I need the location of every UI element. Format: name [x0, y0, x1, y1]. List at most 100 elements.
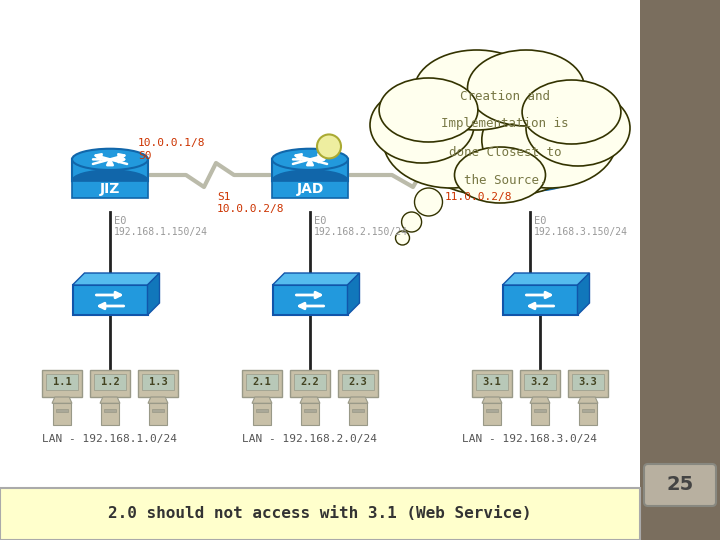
- FancyBboxPatch shape: [294, 374, 326, 390]
- Text: S1: S1: [217, 192, 230, 202]
- FancyBboxPatch shape: [246, 374, 278, 390]
- Text: 10.0.0.2/8: 10.0.0.2/8: [217, 204, 284, 214]
- FancyBboxPatch shape: [476, 374, 508, 390]
- Polygon shape: [148, 397, 168, 403]
- Polygon shape: [148, 273, 160, 315]
- Text: E0: E0: [314, 216, 326, 226]
- Text: E0: E0: [534, 216, 546, 226]
- FancyBboxPatch shape: [90, 370, 130, 397]
- FancyBboxPatch shape: [486, 409, 498, 412]
- Circle shape: [402, 212, 422, 232]
- Polygon shape: [530, 397, 550, 403]
- Text: 2.2: 2.2: [301, 377, 320, 387]
- FancyBboxPatch shape: [582, 409, 594, 412]
- Text: LAN - 192.168.3.0/24: LAN - 192.168.3.0/24: [462, 434, 598, 444]
- Text: JAD: JAD: [297, 182, 324, 196]
- FancyBboxPatch shape: [149, 403, 167, 425]
- FancyBboxPatch shape: [104, 409, 116, 412]
- Text: 1.3: 1.3: [148, 377, 167, 387]
- FancyBboxPatch shape: [640, 0, 720, 540]
- Text: 3.2: 3.2: [531, 377, 549, 387]
- Polygon shape: [578, 397, 598, 403]
- FancyBboxPatch shape: [301, 403, 319, 425]
- FancyBboxPatch shape: [242, 370, 282, 397]
- Text: 1.2: 1.2: [101, 377, 120, 387]
- Polygon shape: [73, 273, 160, 285]
- FancyBboxPatch shape: [644, 464, 716, 506]
- Text: 192.168.2.150/24: 192.168.2.150/24: [314, 227, 408, 237]
- Text: LAN - 192.168.1.0/24: LAN - 192.168.1.0/24: [42, 434, 178, 444]
- FancyBboxPatch shape: [0, 488, 640, 540]
- Ellipse shape: [72, 148, 148, 170]
- FancyBboxPatch shape: [272, 181, 348, 198]
- FancyBboxPatch shape: [46, 374, 78, 390]
- Ellipse shape: [526, 90, 630, 166]
- FancyBboxPatch shape: [568, 370, 608, 397]
- Text: JIZ: JIZ: [100, 182, 120, 196]
- FancyBboxPatch shape: [349, 403, 366, 425]
- FancyBboxPatch shape: [102, 403, 119, 425]
- FancyBboxPatch shape: [534, 409, 546, 412]
- Ellipse shape: [467, 50, 585, 126]
- Text: 192.168.3.150/24: 192.168.3.150/24: [534, 227, 628, 237]
- Polygon shape: [503, 273, 590, 285]
- Text: Creation and

Implementation is

done Closest to

the Source.: Creation and Implementation is done Clos…: [441, 90, 569, 186]
- Text: 2.0 should not access with 3.1 (Web Service): 2.0 should not access with 3.1 (Web Serv…: [108, 507, 532, 522]
- Text: 10.0.0.1/8: 10.0.0.1/8: [138, 138, 205, 148]
- Ellipse shape: [492, 170, 568, 191]
- FancyBboxPatch shape: [524, 374, 556, 390]
- Text: 192.168.1.150/24: 192.168.1.150/24: [114, 227, 208, 237]
- Ellipse shape: [272, 148, 348, 170]
- Ellipse shape: [383, 92, 518, 188]
- Polygon shape: [577, 273, 590, 315]
- Polygon shape: [272, 285, 348, 315]
- FancyBboxPatch shape: [531, 403, 549, 425]
- Polygon shape: [272, 273, 359, 285]
- Polygon shape: [300, 397, 320, 403]
- Ellipse shape: [454, 147, 546, 203]
- FancyBboxPatch shape: [42, 370, 82, 397]
- Text: 3.3: 3.3: [579, 377, 598, 387]
- Ellipse shape: [272, 170, 348, 191]
- Polygon shape: [252, 397, 272, 403]
- Ellipse shape: [379, 78, 478, 142]
- Polygon shape: [482, 397, 502, 403]
- FancyBboxPatch shape: [142, 374, 174, 390]
- Ellipse shape: [522, 80, 621, 144]
- Text: LAN - 192.168.2.0/24: LAN - 192.168.2.0/24: [243, 434, 377, 444]
- FancyBboxPatch shape: [290, 370, 330, 397]
- FancyBboxPatch shape: [472, 370, 512, 397]
- Text: S0: S0: [138, 151, 151, 161]
- Circle shape: [317, 134, 341, 158]
- Text: 1.1: 1.1: [53, 377, 71, 387]
- FancyBboxPatch shape: [352, 409, 364, 412]
- FancyBboxPatch shape: [579, 403, 597, 425]
- Ellipse shape: [482, 92, 617, 188]
- FancyBboxPatch shape: [304, 409, 316, 412]
- Text: E0: E0: [114, 216, 127, 226]
- Text: 2.3: 2.3: [348, 377, 367, 387]
- FancyBboxPatch shape: [53, 403, 71, 425]
- Ellipse shape: [414, 50, 539, 130]
- Polygon shape: [272, 159, 348, 181]
- FancyBboxPatch shape: [572, 374, 604, 390]
- FancyBboxPatch shape: [338, 370, 378, 397]
- Text: 25: 25: [667, 476, 693, 495]
- Polygon shape: [503, 285, 577, 315]
- FancyBboxPatch shape: [256, 409, 268, 412]
- Polygon shape: [52, 397, 72, 403]
- Text: 2.1: 2.1: [253, 377, 271, 387]
- Polygon shape: [348, 273, 359, 315]
- Circle shape: [415, 188, 443, 216]
- FancyBboxPatch shape: [94, 374, 126, 390]
- FancyBboxPatch shape: [483, 403, 501, 425]
- FancyBboxPatch shape: [152, 409, 164, 412]
- Ellipse shape: [72, 170, 148, 191]
- Circle shape: [395, 231, 410, 245]
- Text: 3.1: 3.1: [482, 377, 501, 387]
- FancyBboxPatch shape: [72, 181, 148, 198]
- Ellipse shape: [370, 87, 474, 163]
- FancyBboxPatch shape: [342, 374, 374, 390]
- FancyBboxPatch shape: [56, 409, 68, 412]
- Polygon shape: [73, 285, 148, 315]
